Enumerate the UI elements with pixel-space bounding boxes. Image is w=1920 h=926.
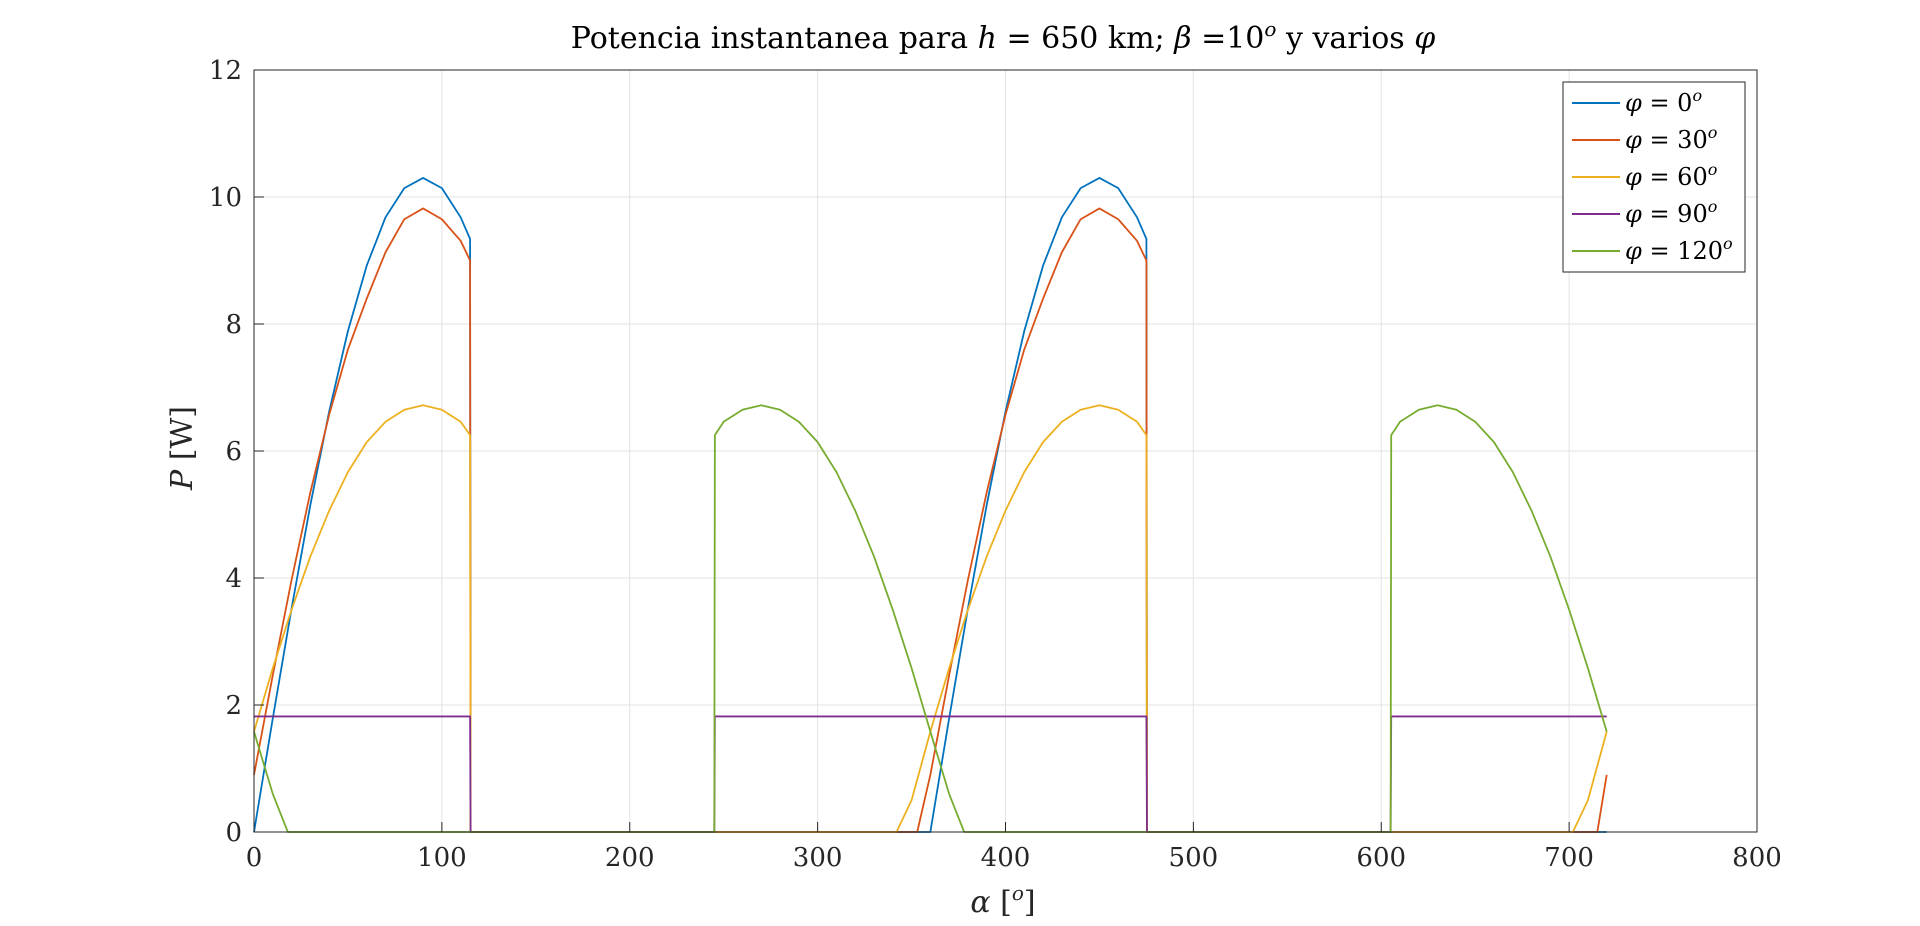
x-tick-label: 0 <box>246 843 263 873</box>
chart-title: Potencia instantanea para h = 650 km; β … <box>571 17 1436 56</box>
series-line-phi-30 <box>253 207 1608 833</box>
legend-label: φ = 120o <box>1625 234 1733 265</box>
grid-lines <box>253 69 1758 833</box>
x-tick-label: 100 <box>417 843 467 873</box>
legend-item-phi-60: φ = 60o <box>1572 160 1717 191</box>
legend-box <box>1562 81 1746 273</box>
legend-label: φ = 90o <box>1625 197 1717 228</box>
x-axis-label: α [o] <box>970 881 1035 920</box>
y-tick-label: 12 <box>209 56 242 86</box>
legend-label: φ = 0o <box>1625 86 1702 117</box>
legend-item-phi-30: φ = 30o <box>1572 123 1717 154</box>
x-tick-label: 600 <box>1356 843 1406 873</box>
legend-label: φ = 30o <box>1625 123 1717 154</box>
y-tick-label: 4 <box>225 564 242 594</box>
y-axis-label: P [W] <box>165 406 200 491</box>
y-tick-label: 10 <box>209 183 242 213</box>
series-lines <box>253 177 1608 833</box>
legend-item-phi-90: φ = 90o <box>1572 197 1717 228</box>
legend-item-phi-120: φ = 120o <box>1572 234 1733 265</box>
y-tick-label: 0 <box>225 818 242 848</box>
x-tick-label: 700 <box>1544 843 1594 873</box>
x-tick-label: 400 <box>981 843 1031 873</box>
x-tick-label: 200 <box>605 843 655 873</box>
legend-label: φ = 60o <box>1625 160 1717 191</box>
y-tick-label: 2 <box>225 691 242 721</box>
y-tick-label: 8 <box>225 310 242 340</box>
legend: φ = 0o φ = 30o φ = 60o φ = 90o φ = 120o <box>1562 81 1746 273</box>
x-tick-label: 800 <box>1732 843 1782 873</box>
legend-item-phi-0: φ = 0o <box>1572 86 1702 117</box>
x-tick-label: 500 <box>1169 843 1219 873</box>
series-line-phi-120 <box>253 404 1608 833</box>
x-axis-ticks: 0 100 200 300 400 500 600 700 800 <box>246 822 1782 873</box>
x-tick-label: 300 <box>793 843 843 873</box>
y-tick-label: 6 <box>225 437 242 467</box>
series-line-phi-60 <box>253 404 1608 833</box>
y-axis-ticks: 0 2 4 6 8 10 12 <box>209 56 264 848</box>
